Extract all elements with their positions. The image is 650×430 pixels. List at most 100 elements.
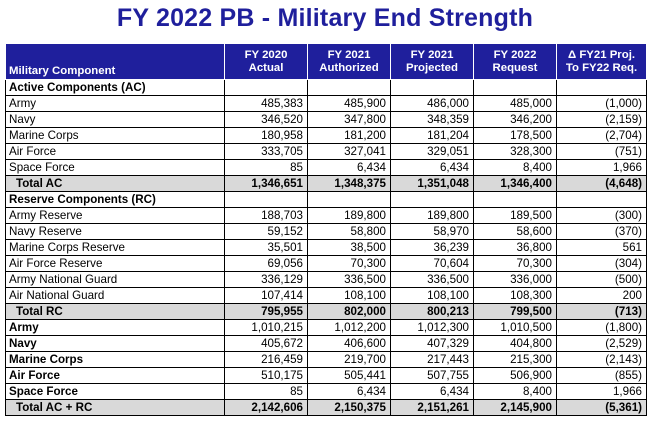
row-value: 36,800 bbox=[473, 239, 557, 256]
table-row: Air Force 333,705 327,041 329,051 328,300 (75… bbox=[5, 143, 647, 160]
row-value: (2,704) bbox=[556, 127, 647, 144]
row-value: 58,800 bbox=[307, 223, 391, 240]
row-value: 561 bbox=[556, 239, 647, 256]
row-value: 6,434 bbox=[307, 383, 391, 400]
row-value: 336,500 bbox=[307, 271, 391, 288]
row-value: (500) bbox=[556, 271, 647, 288]
table-row: Marine Corps 216,459 219,700 217,443 215,300… bbox=[5, 351, 647, 368]
row-value: 407,329 bbox=[390, 335, 474, 352]
row-label: Air Force bbox=[5, 143, 225, 160]
row-value: 108,100 bbox=[307, 287, 391, 304]
row-value: 346,200 bbox=[473, 111, 557, 128]
header-line1: FY 2021 bbox=[327, 48, 371, 61]
row-value: 107,414 bbox=[224, 287, 308, 304]
header-line1: FY 2020 bbox=[244, 48, 288, 61]
header-row: Military Component FY 2020 Actual FY 2021… bbox=[5, 43, 647, 80]
header-delta: Δ FY21 Proj. To FY22 Req. bbox=[556, 43, 647, 80]
row-value: 799,500 bbox=[473, 303, 557, 320]
row-value: 795,955 bbox=[224, 303, 308, 320]
row-value: 181,204 bbox=[390, 127, 474, 144]
row-value: 329,051 bbox=[390, 143, 474, 160]
row-value: 188,703 bbox=[224, 207, 308, 224]
header-line1: FY 2022 bbox=[493, 48, 537, 61]
row-value: 180,958 bbox=[224, 127, 308, 144]
row-value: 506,900 bbox=[473, 367, 557, 384]
header-line2: Projected bbox=[406, 61, 458, 74]
row-value: (1,800) bbox=[556, 319, 647, 336]
row-value: 336,129 bbox=[224, 271, 308, 288]
table-row: Marine Corps 180,958 181,200 181,204 178,500… bbox=[5, 127, 647, 144]
row-value: 1,348,375 bbox=[307, 175, 391, 192]
row-value: 1,346,651 bbox=[224, 175, 308, 192]
row-value: 35,501 bbox=[224, 239, 308, 256]
row-label: Total AC bbox=[5, 175, 225, 192]
row-value: (713) bbox=[556, 303, 647, 320]
row-value: (751) bbox=[556, 143, 647, 160]
row-label: Air National Guard bbox=[5, 287, 225, 304]
row-value: (855) bbox=[556, 367, 647, 384]
section-title: Reserve Components (RC) bbox=[5, 191, 225, 208]
row-value: (370) bbox=[556, 223, 647, 240]
row-label: Total AC + RC bbox=[5, 399, 225, 416]
section-title: Active Components (AC) bbox=[5, 79, 225, 96]
row-value: 181,200 bbox=[307, 127, 391, 144]
row-value: (2,159) bbox=[556, 111, 647, 128]
row-value: 347,800 bbox=[307, 111, 391, 128]
row-value: 1,010,500 bbox=[473, 319, 557, 336]
table-row: Marine Corps Reserve 35,501 38,500 36,239 36… bbox=[5, 239, 647, 256]
row-value: 346,520 bbox=[224, 111, 308, 128]
row-value: 800,213 bbox=[390, 303, 474, 320]
section-header-rc: Reserve Components (RC) bbox=[5, 191, 647, 208]
row-value: 405,672 bbox=[224, 335, 308, 352]
row-value: 2,151,261 bbox=[390, 399, 474, 416]
total-ac-row: Total AC 1,346,651 1,348,375 1,351,048 1,346… bbox=[5, 175, 647, 192]
row-label: Navy bbox=[5, 335, 225, 352]
row-value: 8,400 bbox=[473, 159, 557, 176]
row-label: Marine Corps Reserve bbox=[5, 239, 225, 256]
row-value: 38,500 bbox=[307, 239, 391, 256]
row-value: 70,300 bbox=[473, 255, 557, 272]
row-label: Air Force bbox=[5, 367, 225, 384]
header-fy2020-actual: FY 2020 Actual bbox=[224, 43, 308, 80]
row-value: 108,100 bbox=[390, 287, 474, 304]
end-strength-table: Military Component FY 2020 Actual FY 2021… bbox=[5, 43, 647, 416]
row-value: 217,443 bbox=[390, 351, 474, 368]
header-fy2021-projected: FY 2021 Projected bbox=[390, 43, 474, 80]
row-label: Army bbox=[5, 95, 225, 112]
row-value: 215,300 bbox=[473, 351, 557, 368]
row-value: 1,010,215 bbox=[224, 319, 308, 336]
row-value: 85 bbox=[224, 159, 308, 176]
row-value: (304) bbox=[556, 255, 647, 272]
row-value: 406,600 bbox=[307, 335, 391, 352]
row-value: 328,300 bbox=[473, 143, 557, 160]
row-value: 219,700 bbox=[307, 351, 391, 368]
row-value: 1,966 bbox=[556, 159, 647, 176]
table-row: Navy 405,672 406,600 407,329 404,800 (2,529) bbox=[5, 335, 647, 352]
row-value: 2,150,375 bbox=[307, 399, 391, 416]
row-label: Air Force Reserve bbox=[5, 255, 225, 272]
page-title: FY 2022 PB - Military End Strength bbox=[116, 4, 534, 32]
header-line2: Actual bbox=[248, 61, 284, 74]
row-value: 348,359 bbox=[390, 111, 474, 128]
row-value: 189,500 bbox=[473, 207, 557, 224]
row-label: Marine Corps bbox=[5, 127, 225, 144]
table-row: Air National Guard 107,414 108,100 108,100 1… bbox=[5, 287, 647, 304]
row-value: 485,900 bbox=[307, 95, 391, 112]
header-fy2021-authorized: FY 2021 Authorized bbox=[307, 43, 391, 80]
row-value: 36,239 bbox=[390, 239, 474, 256]
row-value: 189,800 bbox=[307, 207, 391, 224]
row-value: 70,604 bbox=[390, 255, 474, 272]
row-value: 1,012,300 bbox=[390, 319, 474, 336]
row-value: 2,145,900 bbox=[473, 399, 557, 416]
section-header-ac: Active Components (AC) bbox=[5, 79, 647, 96]
table-row: Air Force 510,175 505,441 507,755 506,900 (85… bbox=[5, 367, 647, 384]
table-row: Army National Guard 336,129 336,500 336,500… bbox=[5, 271, 647, 288]
header-component: Military Component bbox=[5, 43, 225, 80]
row-value: 6,434 bbox=[307, 159, 391, 176]
row-value: 70,300 bbox=[307, 255, 391, 272]
row-label: Navy bbox=[5, 111, 225, 128]
row-value: 802,000 bbox=[307, 303, 391, 320]
row-value: 327,041 bbox=[307, 143, 391, 160]
row-value: 1,351,048 bbox=[390, 175, 474, 192]
header-line2: Request bbox=[492, 61, 538, 74]
